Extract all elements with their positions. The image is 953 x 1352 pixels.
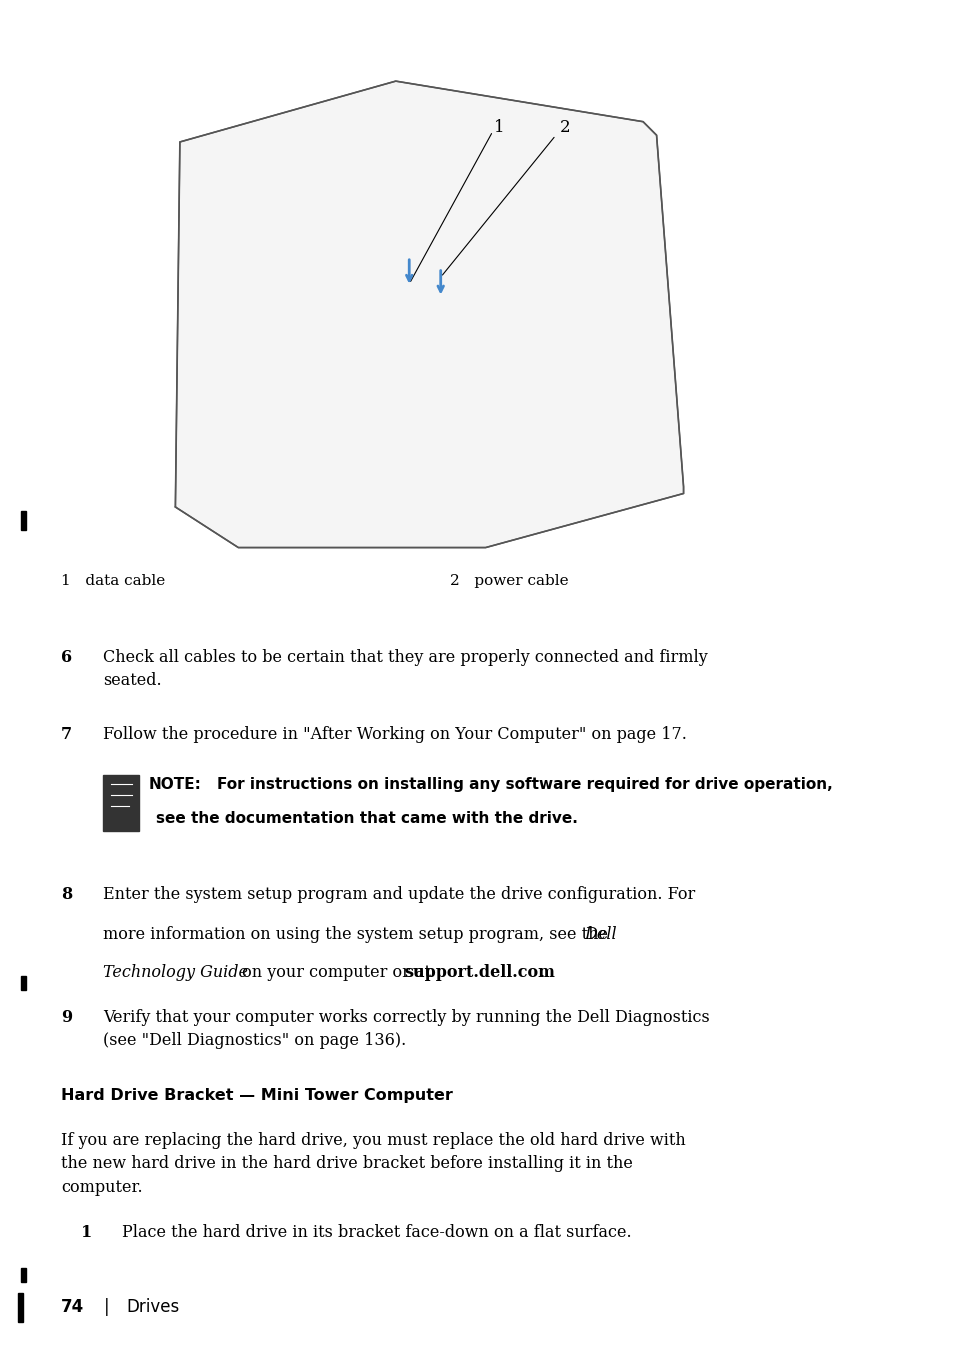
Polygon shape [175, 81, 683, 548]
Text: 9: 9 [61, 1009, 72, 1026]
Text: 6: 6 [61, 649, 72, 667]
Text: see the documentation that came with the drive.: see the documentation that came with the… [156, 811, 578, 826]
Text: Follow the procedure in "After Working on Your Computer" on page 17.: Follow the procedure in "After Working o… [103, 726, 686, 744]
Text: 2: 2 [559, 119, 570, 135]
Bar [21, 1268, 26, 1282]
Text: on your computer or at: on your computer or at [236, 964, 436, 982]
Text: .: . [539, 964, 544, 982]
Bar [21, 976, 26, 990]
Bar [18, 1293, 24, 1322]
Text: |: | [103, 1298, 109, 1317]
Text: 8: 8 [61, 886, 72, 903]
Text: NOTE:: NOTE: [149, 777, 201, 792]
Text: Hard Drive Bracket — Mini Tower Computer: Hard Drive Bracket — Mini Tower Computer [61, 1088, 453, 1103]
Text: Check all cables to be certain that they are properly connected and firmly
seate: Check all cables to be certain that they… [103, 649, 707, 690]
Text: 7: 7 [61, 726, 72, 744]
Text: Dell: Dell [584, 926, 617, 944]
Text: 1   data cable: 1 data cable [61, 575, 165, 588]
Text: Technology Guide: Technology Guide [103, 964, 248, 982]
Text: Drives: Drives [126, 1298, 179, 1317]
Text: 74: 74 [61, 1298, 84, 1317]
Text: Verify that your computer works correctly by running the Dell Diagnostics
(see ": Verify that your computer works correctl… [103, 1009, 709, 1049]
Text: 1: 1 [81, 1224, 92, 1241]
Text: more information on using the system setup program, see the: more information on using the system set… [103, 926, 613, 944]
Bar [21, 511, 26, 530]
Text: Enter the system setup program and update the drive configuration. For: Enter the system setup program and updat… [103, 886, 695, 903]
Bar [103, 775, 139, 831]
Text: Place the hard drive in its bracket face-down on a flat surface.: Place the hard drive in its bracket face… [122, 1224, 631, 1241]
Text: 1: 1 [494, 119, 504, 135]
Text: If you are replacing the hard drive, you must replace the old hard drive with
th: If you are replacing the hard drive, you… [61, 1132, 685, 1195]
Text: For instructions on installing any software required for drive operation,: For instructions on installing any softw… [216, 777, 832, 792]
Text: 2   power cable: 2 power cable [449, 575, 568, 588]
Text: support.dell.com: support.dell.com [404, 964, 555, 982]
